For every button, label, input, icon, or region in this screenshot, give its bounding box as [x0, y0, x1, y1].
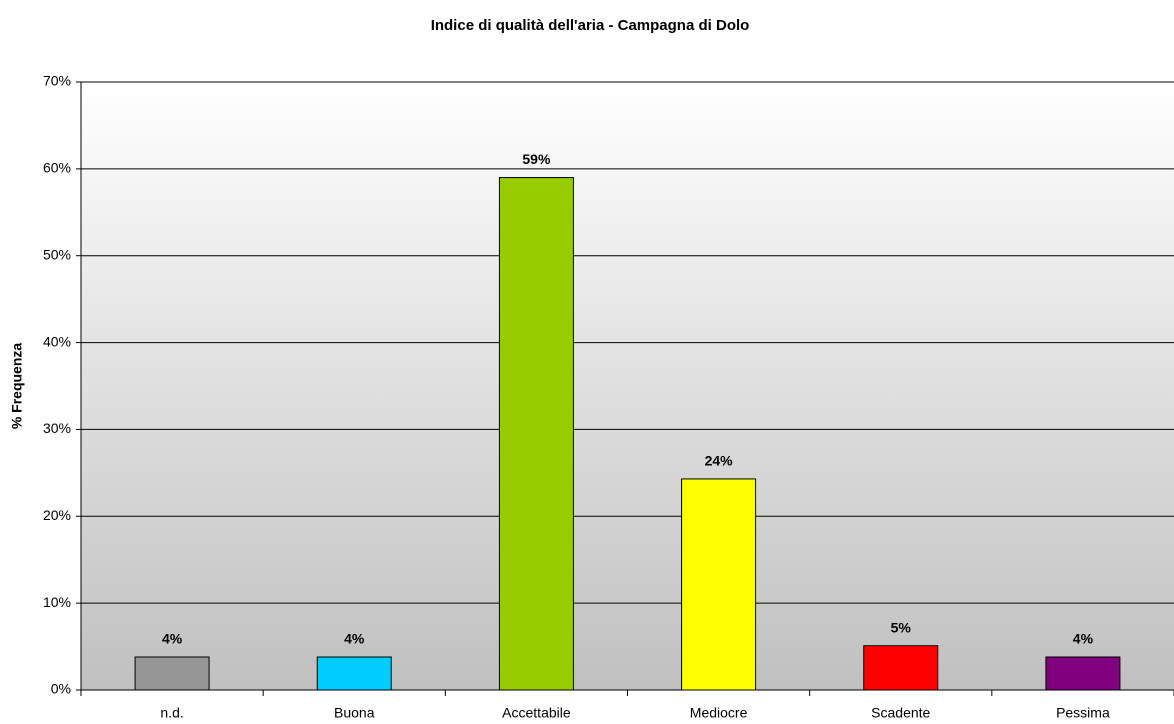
value-label: 59%: [522, 151, 551, 167]
chart-title: Indice di qualità dell'aria - Campagna d…: [431, 17, 750, 34]
y-tick-label: 40%: [43, 333, 71, 349]
bar: [498, 177, 574, 691]
y-tick-label: 30%: [43, 420, 71, 436]
value-label: 5%: [891, 619, 912, 635]
bar: [1045, 656, 1121, 691]
y-tick-label: 20%: [43, 507, 71, 523]
bar: [134, 656, 210, 691]
bar: [863, 645, 939, 691]
y-tick-label: 70%: [43, 73, 71, 89]
x-tick-label: Pessima: [1056, 705, 1110, 721]
x-tick-label: Buona: [334, 705, 375, 721]
value-label: 4%: [162, 631, 183, 647]
y-tick-label: 60%: [43, 160, 71, 176]
x-tick-label: n.d.: [160, 705, 183, 721]
plot-area: [81, 82, 1174, 690]
x-tick-label: Mediocre: [690, 705, 748, 721]
y-tick-label: 0%: [51, 681, 71, 697]
value-label: 4%: [1073, 631, 1094, 647]
y-axis-label: % Frequenza: [9, 343, 25, 430]
x-tick-label: Scadente: [871, 705, 930, 721]
bar: [316, 656, 392, 691]
value-label: 4%: [344, 631, 365, 647]
x-tick-label: Accettabile: [502, 705, 571, 721]
bar: [681, 478, 757, 691]
value-label: 24%: [705, 453, 734, 469]
y-tick-label: 10%: [43, 594, 71, 610]
y-tick-label: 50%: [43, 246, 71, 262]
